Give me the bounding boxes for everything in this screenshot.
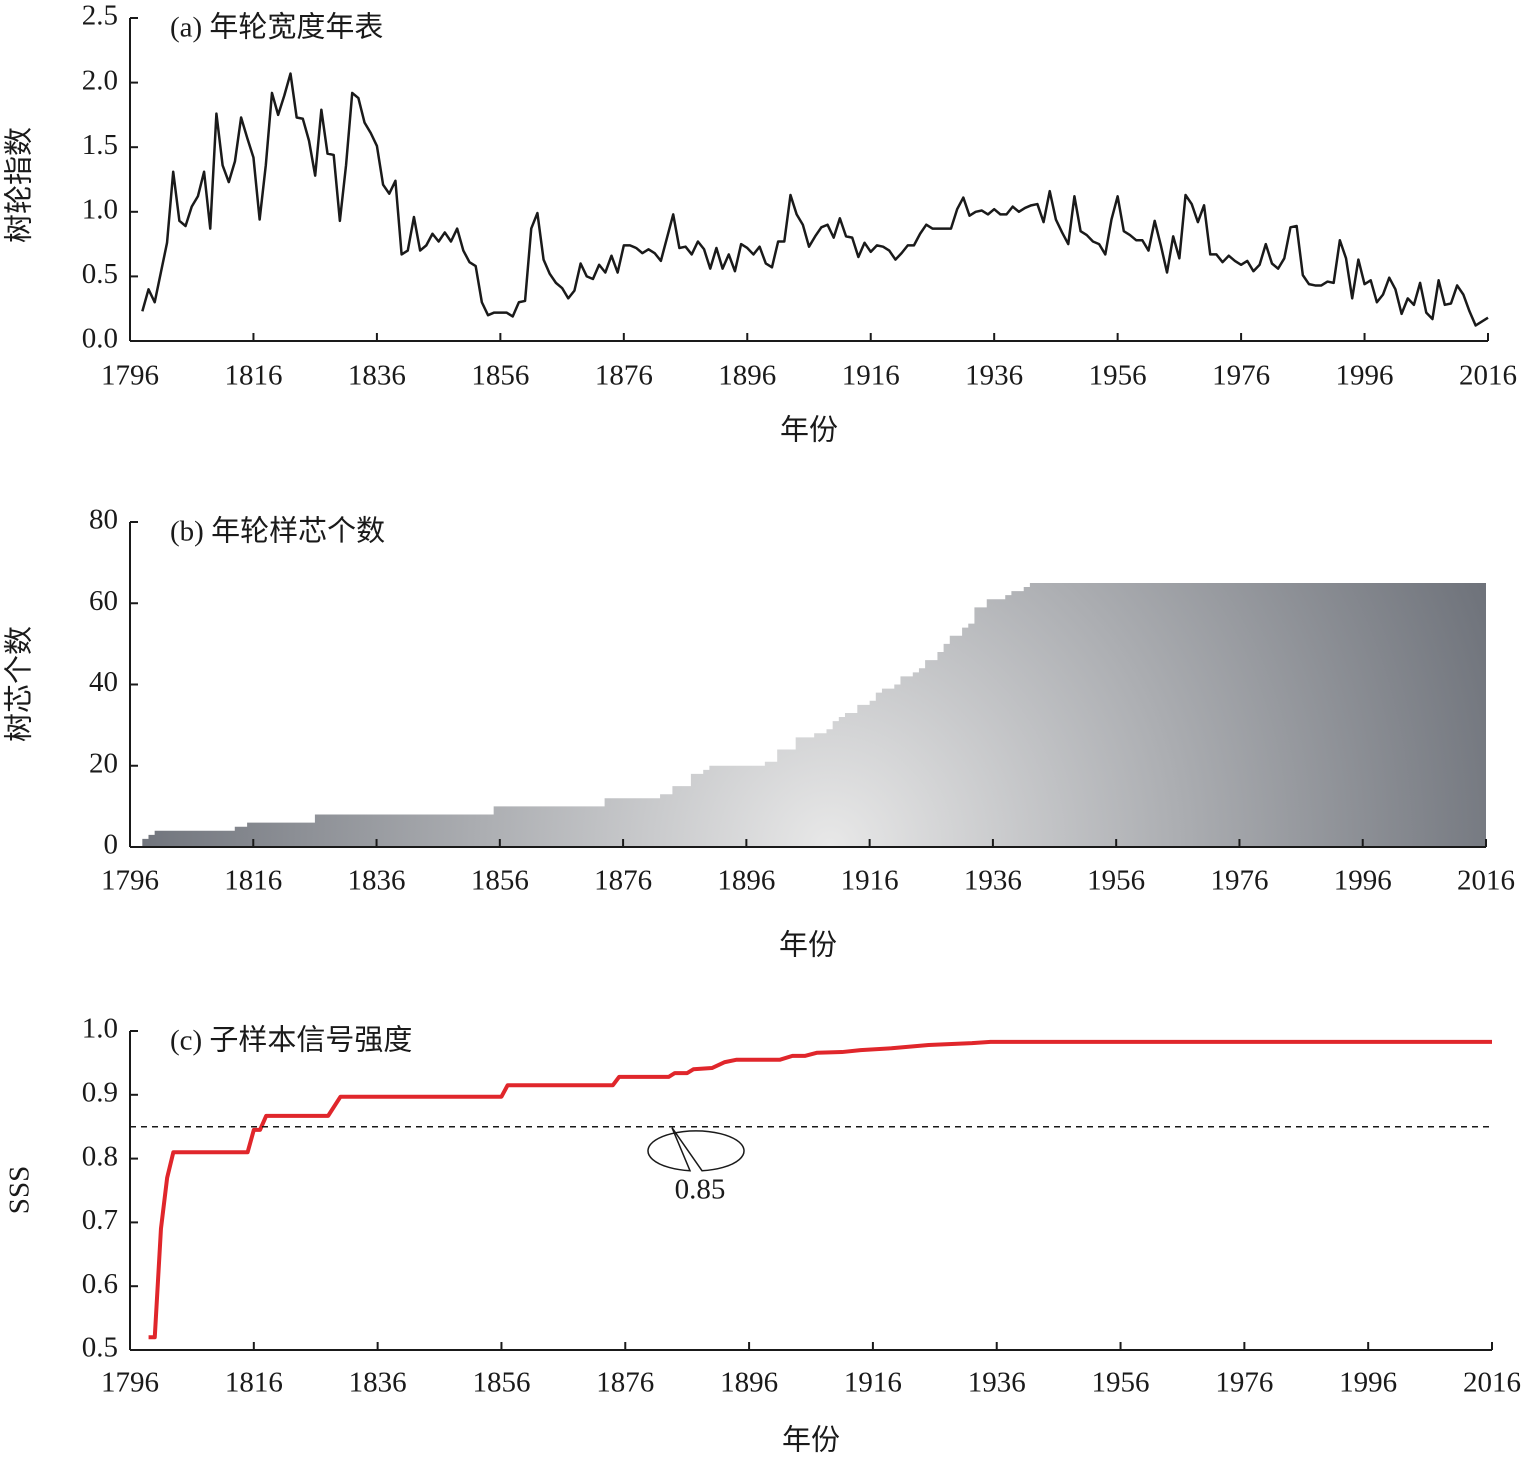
y-tick-label: 2.5 — [82, 0, 118, 32]
y-tick-label: 0.7 — [82, 1204, 118, 1236]
y-tick-label: 2.0 — [82, 64, 118, 96]
panel: 0.85 0.5 0.6 0.7 0.8 0.9 1.0 1796 1816 1836 1856 18… — [4, 1013, 1521, 1457]
x-tick-label: 1896 — [718, 360, 776, 392]
y-tick-label: 1.0 — [82, 193, 118, 225]
x-axis-label: 年份 — [779, 929, 837, 962]
x-tick-label: 2016 — [1463, 1367, 1521, 1399]
chart-title: (c) 子样本信号强度 — [170, 1024, 412, 1057]
y-axis-label: 树芯个数 — [3, 626, 36, 742]
x-tick-label: 1996 — [1334, 865, 1392, 897]
x-tick-label: 1856 — [471, 360, 529, 392]
x-tick-label: 1876 — [596, 1367, 654, 1399]
chart-title: (b) 年轮样芯个数 — [170, 515, 385, 548]
x-tick-label: 1796 — [101, 360, 159, 392]
x-tick-label: 1796 — [101, 1367, 159, 1399]
y-tick-label: 0.8 — [82, 1140, 118, 1172]
x-tick-label: 1876 — [594, 865, 652, 897]
area — [136, 582, 1487, 847]
y-tick-label: 0.6 — [82, 1268, 118, 1300]
y-tick-label: 40 — [89, 666, 118, 698]
x-tick-label: 1976 — [1212, 360, 1270, 392]
x-tick-label: 1936 — [968, 1367, 1026, 1399]
chart-title: (a) 年轮宽度年表 — [170, 11, 383, 44]
x-tick-label: 1996 — [1336, 360, 1394, 392]
x-tick-label: 1996 — [1339, 1367, 1397, 1399]
x-tick-label: 1896 — [717, 865, 775, 897]
panel: 0.0 0.5 1.0 1.5 2.0 2.5 1796 1816 1836 1856 1876 18… — [3, 0, 1517, 447]
x-tick-label: 1836 — [348, 360, 406, 392]
x-tick-label: 1976 — [1215, 1367, 1273, 1399]
y-tick-label: 0.9 — [82, 1076, 118, 1108]
x-tick-label: 1816 — [224, 360, 282, 392]
callout — [647, 1127, 745, 1172]
line — [141, 72, 1489, 327]
x-tick-label: 1956 — [1092, 1367, 1150, 1399]
x-tick-label: 1836 — [348, 865, 406, 897]
x-tick-label: 2016 — [1459, 360, 1517, 392]
callout-label: 0.85 — [675, 1173, 726, 1205]
x-tick-label: 1856 — [472, 1367, 530, 1399]
x-tick-label: 1876 — [595, 360, 653, 392]
x-tick-label: 1836 — [349, 1367, 407, 1399]
x-tick-label: 1816 — [225, 1367, 283, 1399]
x-tick-label: 1956 — [1087, 865, 1145, 897]
x-axis-label: 年份 — [782, 1424, 840, 1457]
x-tick-label: 1856 — [471, 865, 529, 897]
y-tick-label: 0.0 — [82, 323, 118, 355]
y-tick-label: 0 — [104, 829, 119, 861]
x-tick-label: 1916 — [841, 865, 899, 897]
y-tick-label: 1.0 — [82, 1013, 118, 1045]
x-tick-label: 1936 — [964, 865, 1022, 897]
y-tick-label: 60 — [89, 585, 118, 617]
y-tick-label: 80 — [89, 504, 118, 536]
x-tick-label: 1936 — [965, 360, 1023, 392]
y-tick-label: 20 — [89, 747, 118, 779]
y-tick-label: 1.5 — [82, 129, 118, 161]
x-tick-label: 1816 — [224, 865, 282, 897]
x-tick-label: 1796 — [101, 865, 159, 897]
x-tick-label: 1916 — [842, 360, 900, 392]
x-tick-label: 1896 — [720, 1367, 778, 1399]
x-tick-label: 2016 — [1457, 865, 1515, 897]
x-tick-label: 1976 — [1210, 865, 1268, 897]
y-axis-label: SSS — [4, 1166, 36, 1214]
panel: 0 20 40 60 80 1796 1816 1836 1856 1876 1896 1916 193… — [3, 504, 1515, 962]
line — [148, 1039, 1492, 1340]
x-axis-label: 年份 — [780, 414, 838, 447]
y-tick-label: 0.5 — [82, 258, 118, 290]
y-axis-label: 树轮指数 — [3, 127, 36, 243]
x-tick-label: 1916 — [844, 1367, 902, 1399]
x-tick-label: 1956 — [1089, 360, 1147, 392]
y-tick-label: 0.5 — [82, 1332, 118, 1364]
